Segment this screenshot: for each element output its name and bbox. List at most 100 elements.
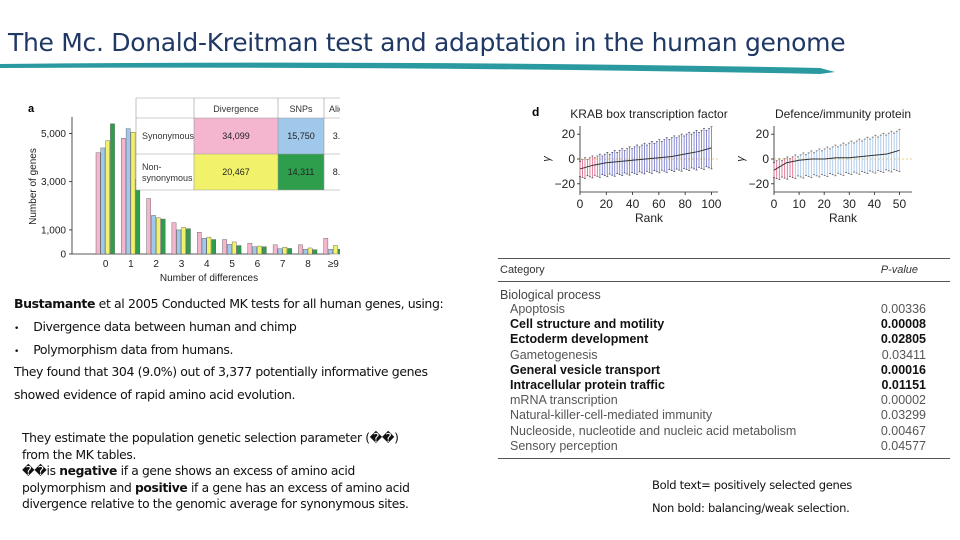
bar-8-series-4 <box>312 249 318 255</box>
d-x-tick-label: 100 <box>701 197 721 211</box>
d-series-line <box>773 149 900 171</box>
bar-8-series-1 <box>298 244 303 255</box>
d-y-tick-label: −20 <box>749 177 770 191</box>
bar-4-series-3 <box>206 236 212 255</box>
category-row: mRNA transcription 0.00002 <box>498 393 950 408</box>
x-tick-label: 2 <box>153 259 159 270</box>
estimate-line-3: ��is negative if a gene shows an excess … <box>22 463 462 480</box>
category-table-header: Category P-value <box>498 258 950 282</box>
author-name: Bustamante <box>14 296 96 311</box>
category-name: Ectoderm development <box>510 332 649 347</box>
bar-0-series-2 <box>100 147 106 255</box>
estimate-line-5: divergence relative to the genomic avera… <box>22 497 409 511</box>
d-x-axis-label: Rank <box>829 211 858 225</box>
p-value-header: P-value <box>880 264 918 276</box>
category-name: Intracellular protein traffic <box>510 378 665 393</box>
table-divergence: 20,467 <box>222 167 250 177</box>
slide-title: The Mc. Donald-Kreitman test and adaptat… <box>8 28 846 57</box>
d-x-tick-label: 20 <box>818 197 832 211</box>
bar-1-series-2 <box>125 128 131 255</box>
bar-≥9-series-4 <box>337 248 340 255</box>
category-table-bottom-rule <box>498 454 950 460</box>
category-rows: Apoptosis 0.00336 Cell structure and motil… <box>498 302 950 454</box>
figure-a: a 5,000 3,000 1,000 0 Number of genes 0 1 2 3 4 5 6 7… <box>28 97 340 284</box>
table-alignment: 3.35 Mb <box>333 131 340 141</box>
cell-syn-snp <box>278 118 324 154</box>
estimate-line-4-rest: if a gene has an excess of amino acid <box>187 480 410 495</box>
bar-4-series-4 <box>211 239 217 255</box>
bar-2-series-4 <box>160 218 166 255</box>
category-p-value: 0.00467 <box>880 423 926 438</box>
bar-6-series-2 <box>252 246 258 255</box>
d-x-axis-label: Rank <box>635 211 664 225</box>
bar-5-series-1 <box>222 239 227 255</box>
bold-note: Bold text= positively selected genes <box>652 478 852 492</box>
table-snps: 14,311 <box>288 167 315 177</box>
y-tick-label: 0 <box>60 250 66 261</box>
d-x-tick-label: 10 <box>792 197 806 211</box>
bar-≥9-series-2 <box>328 248 333 255</box>
bar-7-series-4 <box>287 248 292 255</box>
category-p-value: 0.00008 <box>880 317 926 332</box>
category-name: mRNA transcription <box>510 393 618 408</box>
category-p-value: 0.00336 <box>880 302 926 316</box>
bar-≥9-series-3 <box>333 245 338 255</box>
finding-line-1: They found that 304 (9.0%) out of 3,377 … <box>14 364 428 379</box>
category-row: Intracellular protein traffic 0.01151 <box>498 378 950 393</box>
panel-a-label: a <box>28 103 35 115</box>
category-row: Gametogenesis 0.03411 <box>498 348 950 363</box>
positive-word: positive <box>134 480 188 495</box>
d-x-tick-label: 50 <box>893 197 907 211</box>
y-tick-label: 3,000 <box>41 177 66 188</box>
estimate-paragraph: They estimate the population genetic sel… <box>22 430 462 513</box>
bullet-icon: • <box>14 347 19 357</box>
category-header: Category <box>500 264 545 276</box>
table-row-label: Synonymous <box>142 131 195 141</box>
figure-a-table: Divergence SNPs Alignment Synonymous 34,099 1… <box>135 97 340 191</box>
x-tick-label: 3 <box>179 259 185 270</box>
negative-word: negative <box>59 464 118 478</box>
intro-line: Bustamante et al 2005 Conducted MK tests… <box>14 296 444 311</box>
table-header: SNPs <box>289 104 313 114</box>
bullet-1: • Divergence data between human and chim… <box>14 319 297 334</box>
x-tick-label: ≥9 <box>328 259 339 270</box>
x-tick-label: 8 <box>305 259 311 270</box>
bar-2-series-2 <box>151 215 156 255</box>
d-x-tick-label: 30 <box>843 197 857 211</box>
bar-3-series-1 <box>171 222 177 255</box>
bar-3-series-2 <box>176 229 182 255</box>
x-tick-label: 4 <box>204 259 210 270</box>
bar-2-series-3 <box>155 217 161 255</box>
d-x-tick-label: 20 <box>600 197 614 211</box>
estimate-line-4: polymorphism and positive if a gene has … <box>22 480 462 497</box>
panel-d-title-1: KRAB box transcription factor <box>570 107 727 121</box>
table-alignment: 8.46 Mb <box>333 167 340 177</box>
x-tick-label: 5 <box>229 259 235 270</box>
y-tick-label: 5,000 <box>41 129 66 140</box>
intro-rest: et al 2005 Conducted MK tests for all hu… <box>95 296 444 311</box>
bar-8-series-2 <box>303 248 308 255</box>
category-p-value: 0.04577 <box>880 438 926 453</box>
table-divergence: 34,099 <box>222 131 250 141</box>
bar-4-series-2 <box>201 238 207 255</box>
table-row-label: synonymous <box>142 173 193 183</box>
x-tick-label: 1 <box>128 259 134 270</box>
x-tick-label: 0 <box>103 259 109 270</box>
bar-5-series-2 <box>227 244 232 255</box>
category-p-value: 0.00002 <box>880 393 926 408</box>
d-x-tick-label: 0 <box>771 197 778 211</box>
category-name: General vesicle transport <box>510 362 661 377</box>
category-table: Category P-value Biological process Apop… <box>498 258 950 460</box>
nonbold-note: Non bold: balancing/weak selection. <box>652 501 850 515</box>
y-axis-label: Number of genes <box>28 148 39 225</box>
category-row: Sensory perception 0.04577 <box>498 439 950 454</box>
bullet-1-text: Divergence data between human and chimp <box>33 319 297 334</box>
panel-d-title-2: Defence/immunity protein <box>775 107 911 121</box>
category-p-value: 0.01151 <box>881 378 927 393</box>
d-series-line <box>579 147 712 170</box>
d-x-tick-label: 40 <box>626 197 640 211</box>
y-tick-label: 1,000 <box>41 225 66 236</box>
d-y-tick-label: 20 <box>756 127 770 141</box>
cell-syn-div <box>194 118 278 154</box>
